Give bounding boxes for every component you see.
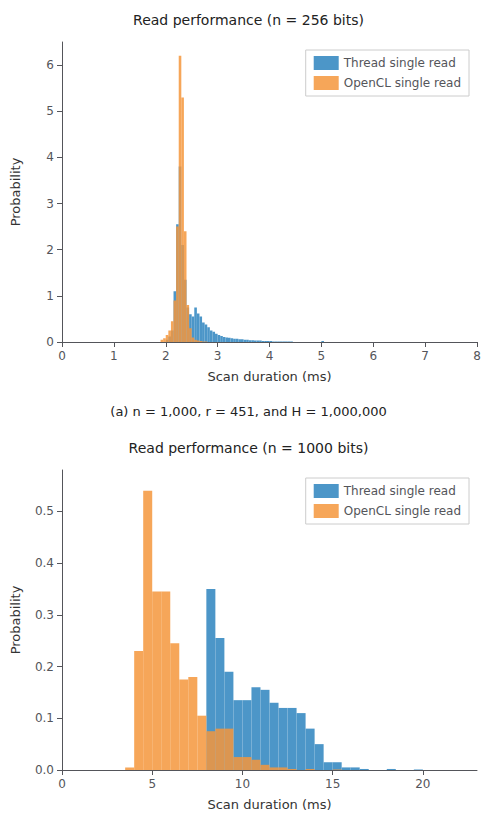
svg-text:5: 5 (318, 349, 326, 363)
svg-text:0.0: 0.0 (35, 763, 54, 777)
svg-text:3: 3 (214, 349, 222, 363)
svg-text:4: 4 (46, 150, 54, 164)
svg-text:7: 7 (421, 349, 429, 363)
svg-text:6: 6 (46, 58, 54, 72)
svg-text:0.2: 0.2 (35, 660, 54, 674)
svg-text:20: 20 (415, 777, 430, 791)
svg-text:2: 2 (162, 349, 170, 363)
svg-text:Read performance (n = 256 bits: Read performance (n = 256 bits) (133, 12, 364, 28)
svg-text:Probability: Probability (8, 157, 23, 226)
svg-text:0.1: 0.1 (35, 711, 54, 725)
svg-text:0.3: 0.3 (35, 608, 54, 622)
svg-text:Read performance (n = 1000 bit: Read performance (n = 1000 bits) (129, 440, 369, 456)
svg-text:5: 5 (46, 104, 54, 118)
svg-text:Scan duration (ms): Scan duration (ms) (207, 369, 331, 384)
svg-text:10: 10 (235, 777, 250, 791)
svg-text:Probability: Probability (8, 585, 23, 654)
svg-text:4: 4 (266, 349, 274, 363)
svg-text:(a) n = 1,000, r = 451, and H: (a) n = 1,000, r = 451, and H = 1,000,00… (110, 404, 386, 419)
svg-text:1: 1 (110, 349, 118, 363)
svg-text:15: 15 (325, 777, 340, 791)
svg-text:2: 2 (46, 243, 54, 257)
svg-text:8: 8 (473, 349, 481, 363)
svg-text:3: 3 (46, 197, 54, 211)
svg-text:0.5: 0.5 (35, 504, 54, 518)
svg-text:5: 5 (148, 777, 156, 791)
svg-text:0.4: 0.4 (35, 556, 54, 570)
svg-text:0: 0 (58, 349, 66, 363)
svg-text:1: 1 (46, 289, 54, 303)
svg-text:6: 6 (369, 349, 377, 363)
svg-text:0: 0 (58, 777, 66, 791)
svg-text:0: 0 (46, 335, 54, 349)
svg-text:OpenCL single read: OpenCL single read (344, 504, 461, 518)
svg-text:Thread single read: Thread single read (343, 484, 456, 498)
svg-text:Scan duration (ms): Scan duration (ms) (207, 797, 331, 812)
svg-text:OpenCL single read: OpenCL single read (344, 76, 461, 90)
svg-text:Thread single read: Thread single read (343, 56, 456, 70)
